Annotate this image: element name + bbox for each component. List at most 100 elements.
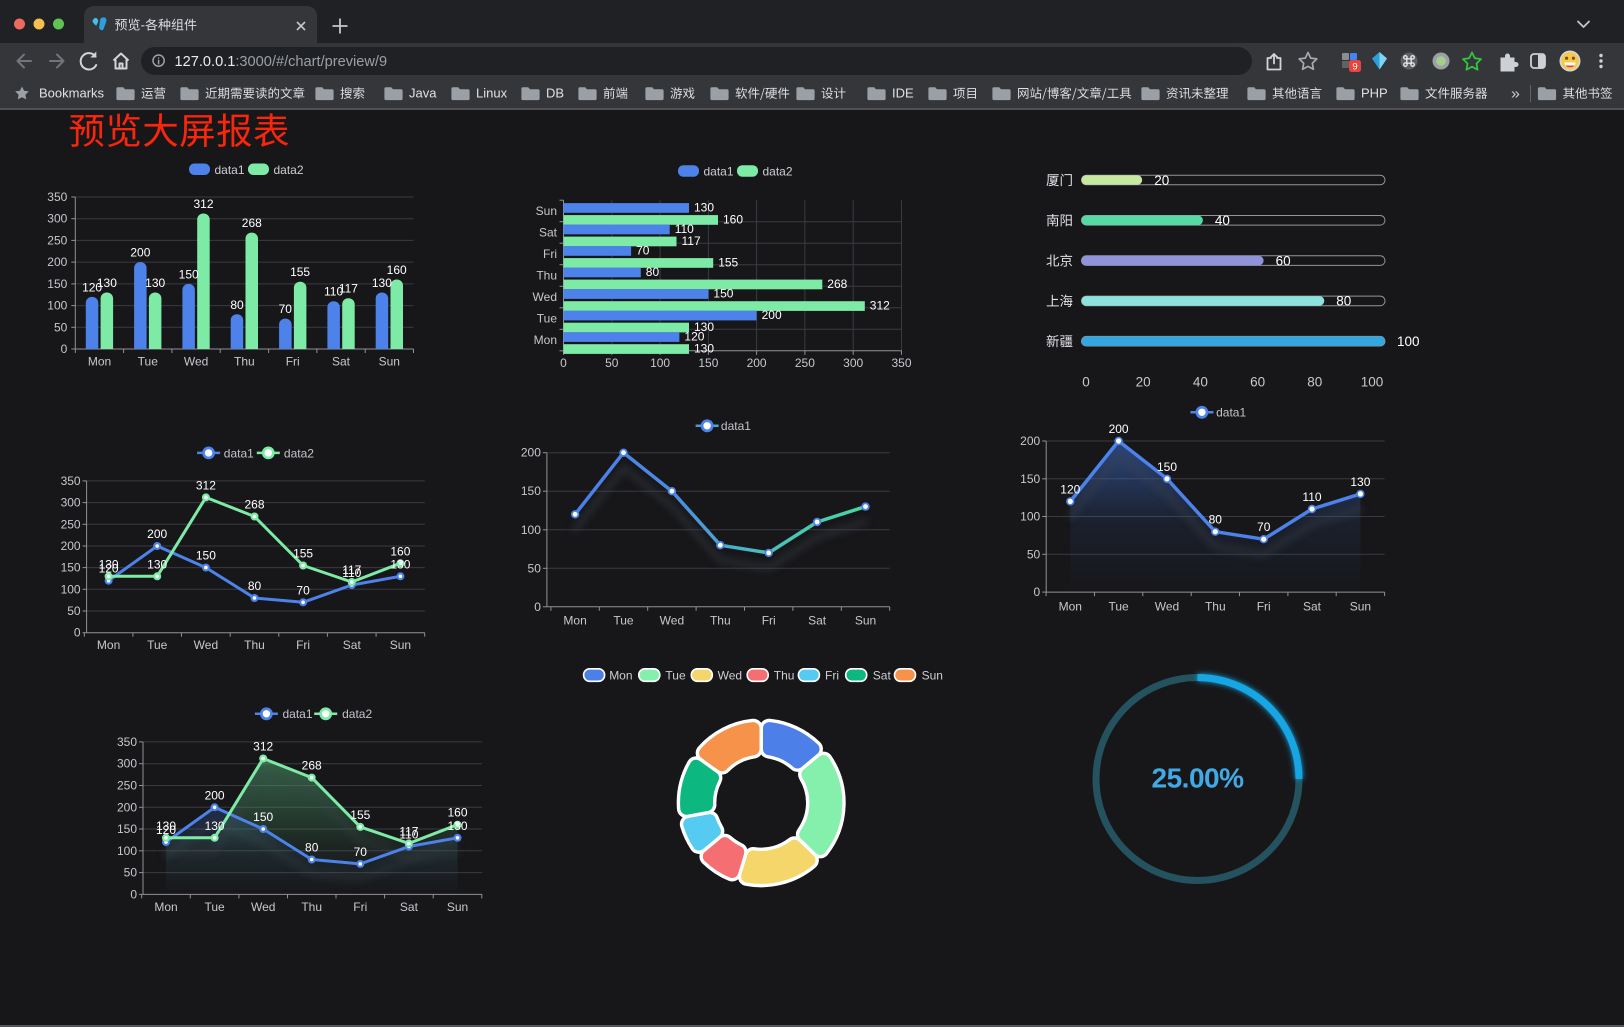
svg-text:9: 9 [1352,62,1357,73]
svg-text:200: 200 [147,527,167,541]
svg-text:Fri: Fri [825,669,839,683]
svg-text:150: 150 [1157,460,1177,474]
svg-text:Thu: Thu [774,669,795,683]
svg-text:150: 150 [253,810,273,824]
svg-text:80: 80 [230,298,244,312]
svg-text:117: 117 [682,234,701,248]
svg-text:130: 130 [99,557,119,571]
svg-text:Sun: Sun [447,900,468,914]
svg-text:80: 80 [1336,294,1351,309]
svg-text:data1: data1 [1216,406,1246,420]
svg-text:Mon: Mon [97,638,120,652]
svg-text:Sun: Sun [390,638,411,652]
svg-text:130: 130 [447,819,467,833]
svg-text:350: 350 [891,356,911,370]
svg-text:117: 117 [342,563,361,577]
svg-text:data2: data2 [342,707,372,721]
svg-text:»: » [1511,86,1520,103]
svg-text:120: 120 [1060,482,1080,496]
svg-text:130: 130 [205,819,225,833]
svg-text:127.0.0.1:3000/#/chart/preview: 127.0.0.1:3000/#/chart/preview/9 [175,54,388,70]
svg-text:Sun: Sun [379,355,400,369]
svg-text:110: 110 [399,828,418,842]
svg-text:250: 250 [47,233,67,247]
svg-text:100: 100 [61,582,81,596]
svg-text:80: 80 [1307,375,1322,390]
svg-text:130: 130 [156,819,176,833]
svg-text:Fri: Fri [286,355,300,369]
svg-text:70: 70 [279,302,293,316]
svg-text:100: 100 [1020,510,1040,524]
svg-text:Mon: Mon [1059,600,1082,614]
svg-text:155: 155 [293,547,313,561]
svg-text:155: 155 [290,265,310,279]
svg-text:312: 312 [253,740,273,754]
svg-text:Wed: Wed [1155,600,1179,614]
svg-text:data1: data1 [224,446,254,460]
svg-text:data2: data2 [763,165,793,179]
svg-text:268: 268 [302,759,322,773]
svg-text:Sun: Sun [855,614,876,628]
svg-text:100: 100 [117,844,137,858]
svg-text:Thu: Thu [234,355,255,369]
svg-text:80: 80 [248,579,262,593]
svg-text:IDE: IDE [892,86,914,101]
svg-text:150: 150 [521,484,541,498]
svg-text:Thu: Thu [536,269,557,283]
svg-text:130: 130 [147,557,167,571]
svg-text:Sat: Sat [343,638,362,652]
svg-text:130: 130 [694,201,714,215]
svg-text:130: 130 [97,276,117,290]
svg-text:Sun: Sun [922,669,943,683]
svg-text:250: 250 [795,356,815,370]
svg-text:100: 100 [521,523,541,537]
svg-text:130: 130 [372,276,392,290]
svg-text:250: 250 [61,517,81,531]
svg-text:25.00%: 25.00% [1152,763,1245,794]
svg-text:50: 50 [1027,547,1041,561]
svg-text:data1: data1 [704,165,734,179]
svg-text:Tue: Tue [204,900,225,914]
svg-text:60: 60 [1250,375,1265,390]
svg-text:150: 150 [61,561,81,575]
svg-text:Sun: Sun [536,204,557,218]
svg-text:Thu: Thu [244,638,265,652]
svg-text:100: 100 [1361,375,1384,390]
svg-text:data1: data1 [215,163,245,177]
svg-text:20: 20 [1136,375,1151,390]
svg-text:300: 300 [117,757,137,771]
svg-text:Fri: Fri [1257,600,1271,614]
svg-text:40: 40 [1215,213,1230,228]
svg-text:Fri: Fri [762,614,776,628]
svg-text:117: 117 [339,282,358,296]
svg-text:200: 200 [1109,422,1129,436]
svg-text:268: 268 [827,277,847,291]
svg-text:Thu: Thu [710,614,731,628]
svg-text:110: 110 [342,566,361,580]
svg-text:300: 300 [843,356,863,370]
svg-text:Wed: Wed [660,614,684,628]
svg-text:155: 155 [350,808,370,822]
svg-text:Wed: Wed [718,669,742,683]
svg-text:0: 0 [560,356,567,370]
svg-text:80: 80 [646,265,660,279]
svg-text:130: 130 [145,276,165,290]
svg-text:200: 200 [762,308,782,322]
svg-text:350: 350 [117,735,137,749]
svg-text:Wed: Wed [533,290,557,304]
svg-text:160: 160 [390,544,410,558]
svg-text:150: 150 [117,822,137,836]
svg-text:70: 70 [296,583,310,597]
svg-text:Tue: Tue [138,355,159,369]
svg-text:Bookmarks: Bookmarks [39,86,105,101]
svg-text:150: 150 [1020,472,1040,486]
svg-text:70: 70 [636,244,650,258]
svg-text:150: 150 [196,549,216,563]
svg-text:data1: data1 [283,707,313,721]
svg-text:40: 40 [1193,375,1208,390]
svg-text:20: 20 [1154,173,1169,188]
svg-text:0: 0 [1082,375,1090,390]
svg-text:Wed: Wed [251,900,275,914]
svg-text:100: 100 [650,356,670,370]
svg-text:Tue: Tue [147,638,168,652]
